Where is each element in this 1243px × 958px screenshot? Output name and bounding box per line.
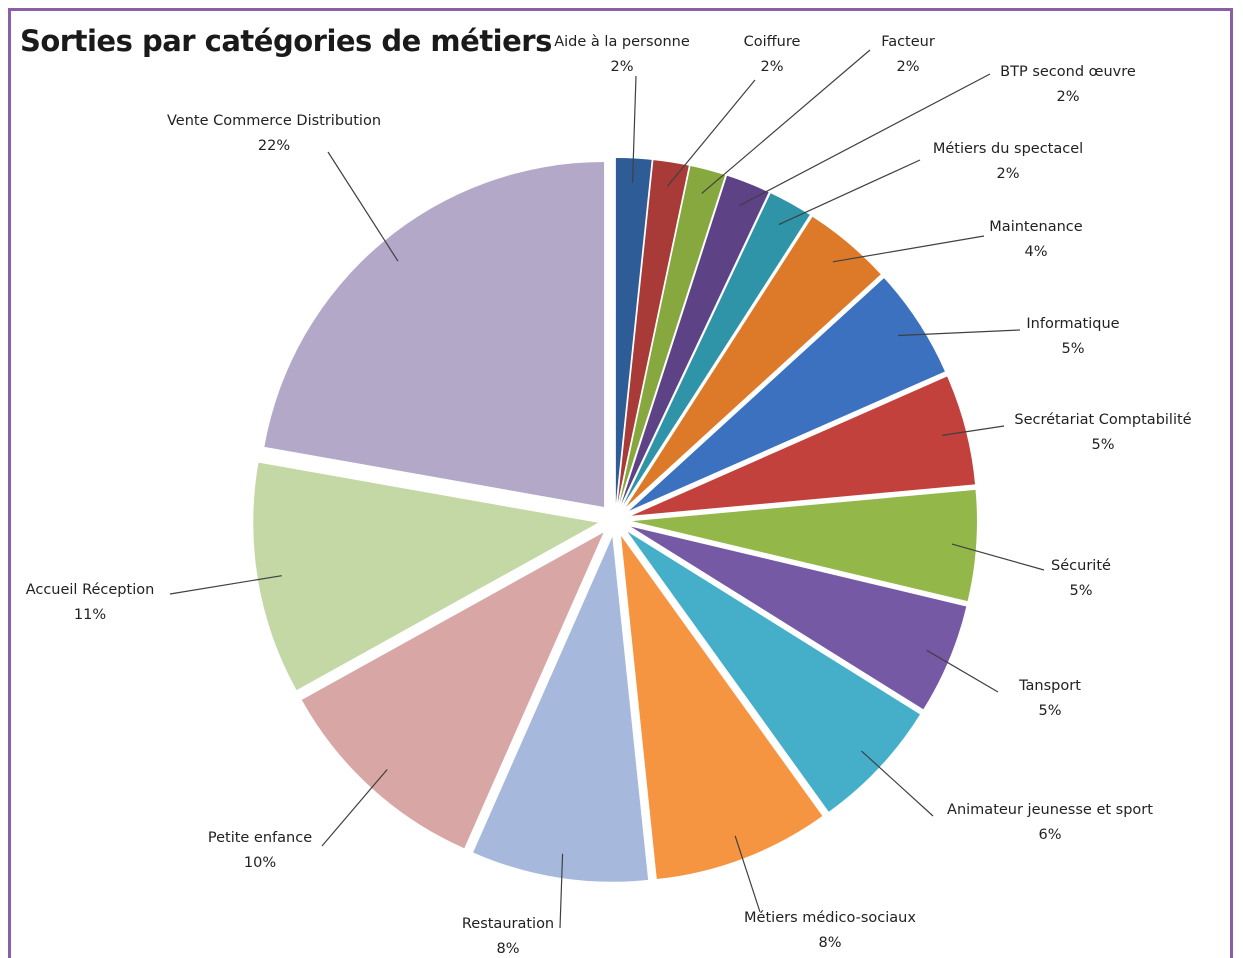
slice-label: Tansport xyxy=(1018,678,1081,694)
pie-slice xyxy=(617,160,689,504)
leader-line xyxy=(701,49,871,194)
slice-label: Informatique xyxy=(1026,316,1119,332)
pie-slice xyxy=(621,175,769,505)
leader-line xyxy=(321,769,388,847)
pie-slice xyxy=(264,161,605,507)
slice-label: Accueil Réception xyxy=(26,582,155,598)
pie-slice xyxy=(629,278,945,511)
pie-slice xyxy=(627,531,921,812)
slice-label: Facteur xyxy=(881,34,935,50)
leader-line xyxy=(778,159,921,226)
pie-slice xyxy=(630,526,967,710)
slice-percent-label: 8% xyxy=(496,941,519,957)
pie-slice xyxy=(253,462,599,691)
slice-label: Restauration xyxy=(462,916,554,932)
slice-label: Aide à la personne xyxy=(554,34,690,50)
leader-line xyxy=(861,750,934,817)
slice-percent-label: 11% xyxy=(74,607,106,623)
pie-slice xyxy=(301,532,604,849)
slice-label: BTP second œuvre xyxy=(1000,64,1136,80)
slice-label: Coiffure xyxy=(744,34,801,50)
slice-percent-label: 6% xyxy=(1038,827,1061,843)
slice-percent-label: 8% xyxy=(818,935,841,951)
leader-line xyxy=(169,575,282,595)
leader-line xyxy=(738,73,991,207)
slice-labels: Aide à la personne 2% Coiffure 2% Facteur 2% B… xyxy=(26,34,1192,957)
leader-line xyxy=(926,649,999,693)
leader-line xyxy=(327,151,399,262)
pie-slice xyxy=(623,193,810,506)
leader-line xyxy=(631,75,637,183)
slice-label: Animateur jeunesse et sport xyxy=(947,802,1153,818)
leader-line xyxy=(832,235,985,263)
pie-slice xyxy=(625,216,881,508)
pie-slice xyxy=(473,536,649,882)
slice-label: Sécurité xyxy=(1051,558,1111,574)
pie-slice xyxy=(631,489,977,602)
pie-slice xyxy=(619,165,726,504)
leader-line xyxy=(734,835,761,913)
slice-percent-label: 2% xyxy=(610,59,633,75)
slice-percent-label: 2% xyxy=(896,59,919,75)
slice-label: Secrétariat Comptabilité xyxy=(1014,412,1191,428)
pie-slice xyxy=(615,158,652,504)
pie-slice xyxy=(621,535,823,880)
slice-label: Petite enfance xyxy=(208,830,312,846)
slice-label: Métiers médico-sociaux xyxy=(744,910,916,926)
slice-percent-label: 2% xyxy=(760,59,783,75)
slice-percent-label: 22% xyxy=(258,138,290,154)
slice-percent-label: 2% xyxy=(1056,89,1079,105)
slice-percent-label: 5% xyxy=(1091,437,1114,453)
pie-slice xyxy=(631,376,976,516)
leader-line xyxy=(559,853,564,929)
slice-label: Vente Commerce Distribution xyxy=(167,113,381,129)
leader-line xyxy=(897,329,1021,337)
slice-label: Métiers du spectacel xyxy=(933,141,1083,157)
slice-percent-label: 5% xyxy=(1069,583,1092,599)
leader-lines xyxy=(169,49,1045,929)
slice-percent-label: 5% xyxy=(1061,341,1084,357)
leader-line xyxy=(666,79,756,187)
chart-title: Sorties par catégories de métiers xyxy=(20,24,552,58)
slice-percent-label: 4% xyxy=(1024,244,1047,260)
slice-percent-label: 10% xyxy=(244,855,276,871)
leader-line xyxy=(941,425,1005,436)
slice-percent-label: 5% xyxy=(1038,703,1061,719)
pie-slices xyxy=(253,158,977,882)
slice-label: Maintenance xyxy=(989,219,1082,235)
slice-percent-label: 2% xyxy=(996,166,1019,182)
leader-line xyxy=(951,543,1045,571)
